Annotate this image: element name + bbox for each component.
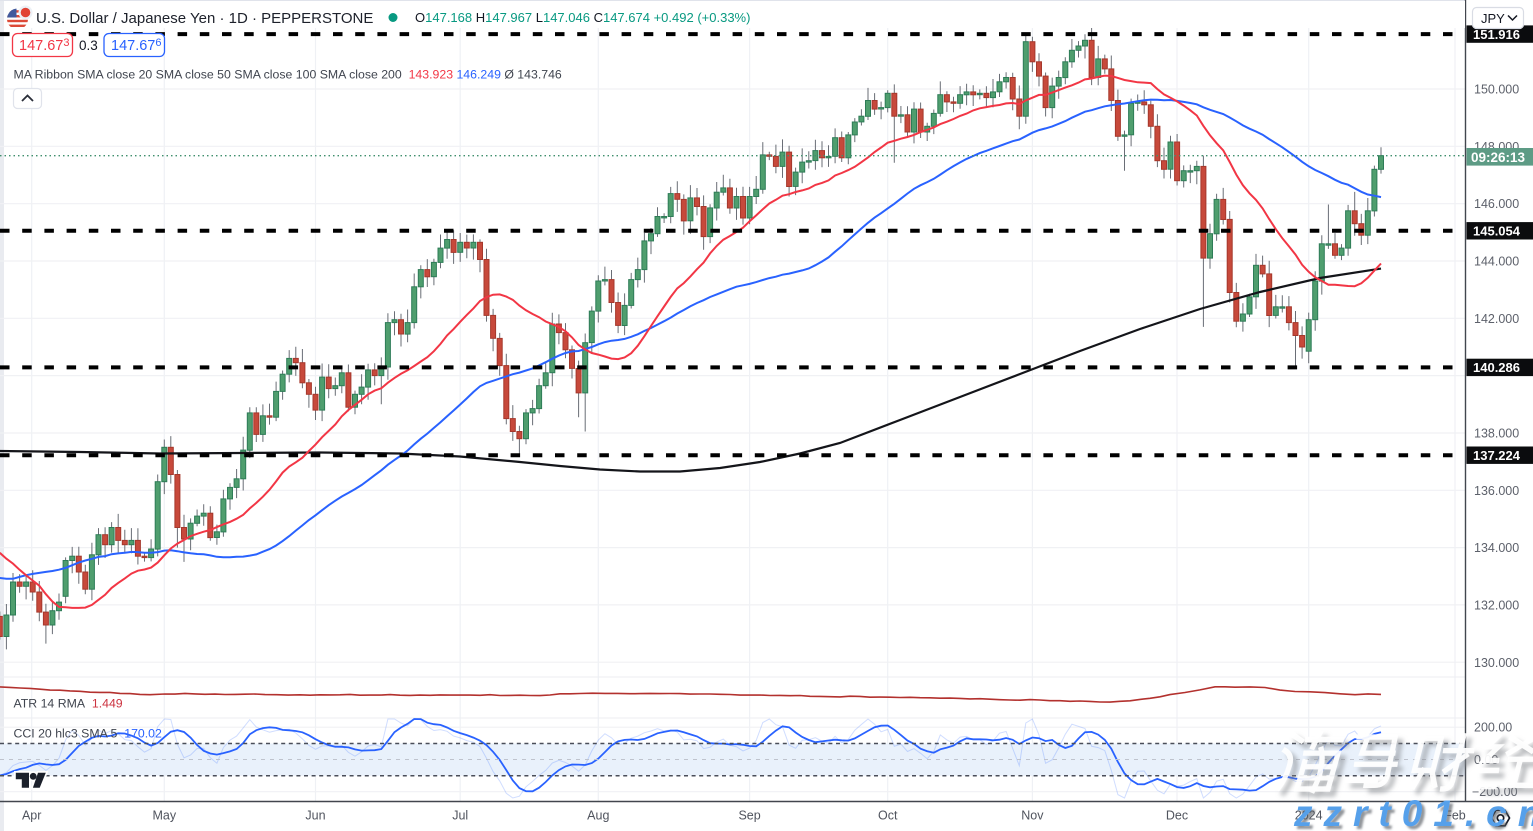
svg-text:Apr: Apr xyxy=(22,809,41,823)
svg-text:Aug: Aug xyxy=(587,809,609,823)
svg-text:144.000: 144.000 xyxy=(1474,255,1519,269)
svg-text:200.00: 200.00 xyxy=(1474,721,1512,735)
svg-text:May: May xyxy=(152,809,176,823)
svg-text:MA Ribbon SMA close 20 SMA clo: MA Ribbon SMA close 20 SMA close 50 SMA … xyxy=(14,68,562,82)
svg-text:138.000: 138.000 xyxy=(1474,427,1519,441)
svg-text:150.000: 150.000 xyxy=(1474,83,1519,97)
svg-text:Sep: Sep xyxy=(738,809,760,823)
svg-text:146.000: 146.000 xyxy=(1474,197,1519,211)
svg-text:2024: 2024 xyxy=(1295,809,1323,823)
svg-text:137.224: 137.224 xyxy=(1473,448,1521,463)
svg-text:U.S. Dollar / Japanese Yen · 1: U.S. Dollar / Japanese Yen · 1D · PEPPER… xyxy=(36,10,373,27)
svg-text:CCI 20 hlc3 SMA 5 170.02: CCI 20 hlc3 SMA 5 170.02 xyxy=(14,727,163,741)
svg-text:ATR 14 RMA 1.449: ATR 14 RMA 1.449 xyxy=(14,697,123,711)
svg-text:140.286: 140.286 xyxy=(1473,360,1520,375)
svg-text:O147.168 H147.967 L147.046 C14: O147.168 H147.967 L147.046 C147.674 +0.4… xyxy=(415,10,750,25)
svg-text:147.676: 147.676 xyxy=(111,37,161,54)
svg-text:130.000: 130.000 xyxy=(1474,656,1519,670)
svg-text:142.000: 142.000 xyxy=(1474,312,1519,326)
svg-text:151.916: 151.916 xyxy=(1473,27,1520,42)
svg-text:JPY: JPY xyxy=(1481,11,1505,26)
svg-text:Nov: Nov xyxy=(1021,809,1044,823)
svg-text:Jun: Jun xyxy=(305,809,325,823)
svg-text:147.673: 147.673 xyxy=(19,37,69,54)
svg-text:145.054: 145.054 xyxy=(1473,224,1521,239)
svg-text:132.000: 132.000 xyxy=(1474,598,1519,612)
svg-text:134.000: 134.000 xyxy=(1474,541,1519,555)
svg-text:Dec: Dec xyxy=(1166,809,1188,823)
svg-text:09:26:13: 09:26:13 xyxy=(1471,150,1526,165)
svg-text:Feb: Feb xyxy=(1444,809,1466,823)
svg-text:Jul: Jul xyxy=(452,809,468,823)
svg-text:136.000: 136.000 xyxy=(1474,484,1519,498)
svg-text:zzrt01.cn: zzrt01.cn xyxy=(1293,793,1533,831)
svg-text:0.3: 0.3 xyxy=(79,38,98,53)
svg-text:Oct: Oct xyxy=(878,809,898,823)
